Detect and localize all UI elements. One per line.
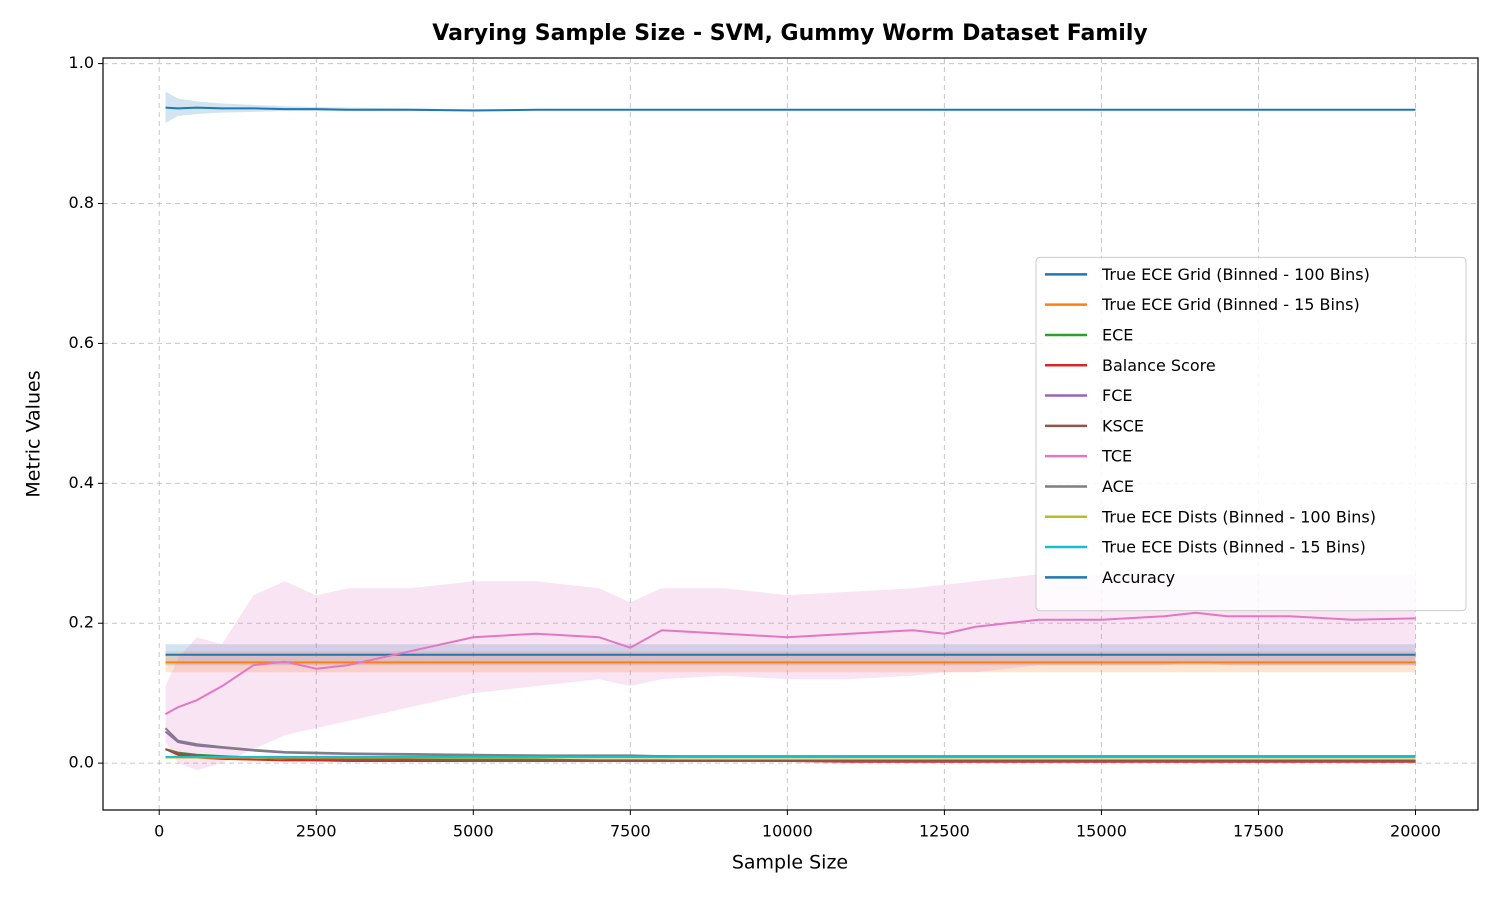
y-tick-label: 0.2	[69, 613, 94, 632]
y-tick-label: 0.8	[69, 193, 94, 212]
x-tick-label: 5000	[453, 822, 494, 841]
y-tick-label: 0.0	[69, 753, 94, 772]
legend-label: KSCE	[1102, 416, 1144, 435]
legend: True ECE Grid (Binned - 100 Bins) True EC…	[1035, 256, 1467, 612]
legend-label: FCE	[1102, 386, 1132, 405]
series-line	[165, 106, 1416, 112]
x-tick-label: 17500	[1233, 822, 1284, 841]
legend-label: TCE	[1101, 447, 1132, 466]
legend-label: ECE	[1102, 325, 1133, 344]
y-tick-label: 0.4	[69, 473, 94, 492]
legend-label: True ECE Grid (Binned - 15 Bins)	[1101, 295, 1360, 314]
legend-label: True ECE Dists (Binned - 15 Bins)	[1101, 538, 1366, 557]
series-line	[165, 611, 1416, 716]
y-tick-label: 1.0	[69, 53, 94, 72]
y-axis-label: Metric Values	[23, 370, 45, 497]
y-tick-label: 0.6	[69, 333, 94, 352]
legend-label: True ECE Dists (Binned - 100 Bins)	[1101, 507, 1376, 526]
x-tick-label: 15000	[1076, 822, 1127, 841]
legend-box	[1035, 256, 1467, 612]
x-axis-label: Sample Size	[732, 852, 848, 874]
x-tick-label: 20000	[1390, 822, 1441, 841]
x-tick-label: 2500	[296, 822, 337, 841]
x-tick-label: 0	[154, 822, 164, 841]
confidence-band	[165, 574, 1416, 771]
x-tick-label: 7500	[610, 822, 651, 841]
legend-label: Accuracy	[1102, 568, 1175, 587]
legend-label: Balance Score	[1102, 356, 1216, 375]
x-tick-label: 12500	[919, 822, 970, 841]
legend-label: True ECE Grid (Binned - 100 Bins)	[1101, 265, 1370, 284]
chart-title: Varying Sample Size - SVM, Gummy Worm Da…	[432, 21, 1147, 46]
legend-label: ACE	[1102, 477, 1134, 496]
plot-frame	[102, 57, 1479, 811]
x-tick-label: 10000	[762, 822, 813, 841]
